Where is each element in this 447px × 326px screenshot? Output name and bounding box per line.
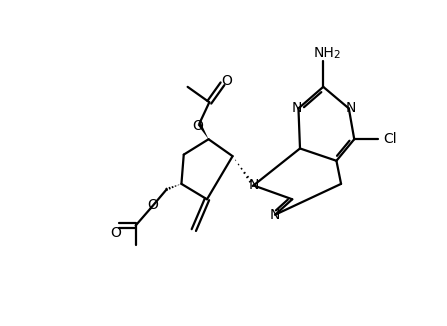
Text: N: N <box>292 101 302 115</box>
Text: N: N <box>270 208 280 222</box>
Text: 2: 2 <box>333 50 340 60</box>
Text: O: O <box>110 226 121 240</box>
Text: O: O <box>192 119 203 133</box>
Text: N: N <box>345 101 355 115</box>
Text: NH: NH <box>314 46 334 60</box>
Polygon shape <box>198 123 209 139</box>
Text: O: O <box>148 198 158 212</box>
Text: Cl: Cl <box>383 132 396 146</box>
Text: N: N <box>249 178 259 192</box>
Text: O: O <box>222 74 232 88</box>
